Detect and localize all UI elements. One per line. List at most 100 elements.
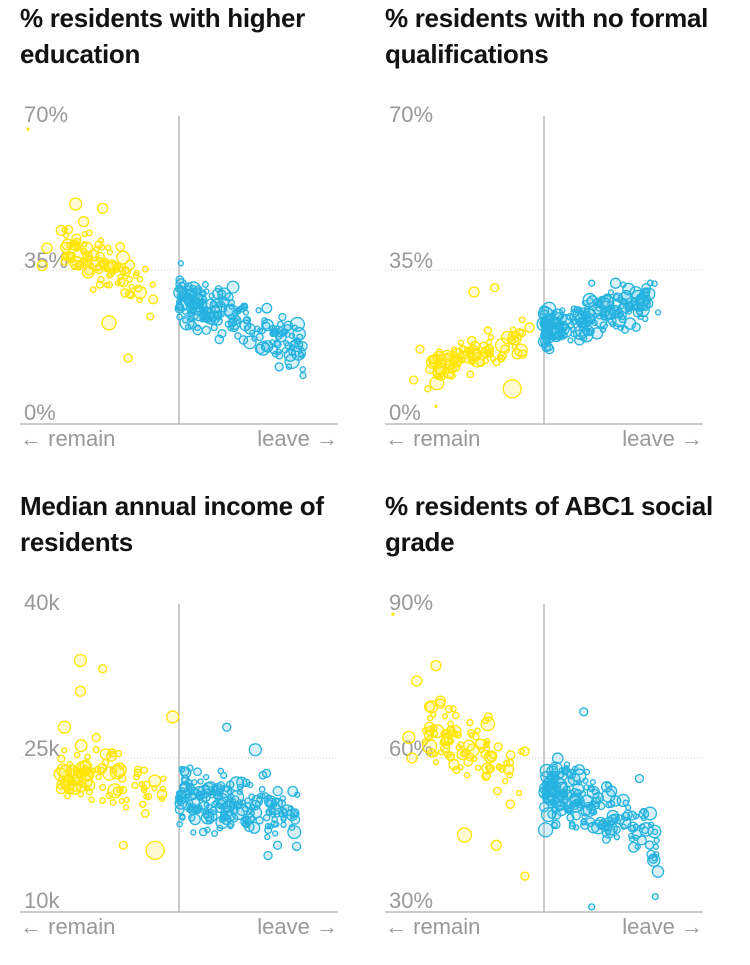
remain-point <box>466 335 477 346</box>
remain-point <box>446 725 456 736</box>
remain-point <box>423 701 436 713</box>
leave-point <box>588 279 596 287</box>
remain-point <box>133 269 140 277</box>
remain-point <box>105 281 113 289</box>
scatter-plot: 70% 35% 0%← remain leave → <box>385 102 703 451</box>
leave-point <box>566 805 573 813</box>
leave-point <box>201 782 215 796</box>
leave-point <box>214 802 225 814</box>
right-arrow: → <box>316 426 338 451</box>
remain-point <box>140 787 148 794</box>
remain-point <box>451 346 458 353</box>
leave-point <box>223 786 230 793</box>
leave-point <box>174 804 185 815</box>
remain-point <box>406 752 418 764</box>
remain-point <box>69 197 83 211</box>
remain-point <box>442 741 451 750</box>
remain-point <box>99 259 109 270</box>
leave-point <box>266 799 274 807</box>
leave-point <box>222 722 232 732</box>
leave-point <box>256 796 263 803</box>
remain-point <box>124 259 136 271</box>
leave-point <box>229 813 239 823</box>
leave-point <box>641 287 651 297</box>
right-arrow: → <box>681 426 703 451</box>
leave-point <box>179 315 195 331</box>
leave-point <box>179 813 186 820</box>
leave-point <box>580 805 591 817</box>
chart-panel-abc1-grade: % residents of ABC1 social grade 90% 60% 3… <box>385 488 725 958</box>
remain-point <box>474 764 482 772</box>
remain-point <box>126 275 133 283</box>
leave-point <box>628 835 636 843</box>
leave-point <box>542 323 549 331</box>
remain-point <box>517 349 528 359</box>
leave-point <box>625 804 632 811</box>
leave-point <box>541 791 550 801</box>
remain-point <box>107 260 117 271</box>
leave-point <box>622 799 629 806</box>
remain-point <box>131 781 139 790</box>
leave-point <box>553 784 560 792</box>
remain-point <box>447 364 457 374</box>
remain-point <box>426 714 434 722</box>
leave-point <box>639 822 654 837</box>
leave-point <box>226 280 240 294</box>
leave-axis-label: leave → <box>257 426 338 451</box>
remain-point <box>95 773 102 781</box>
remain-point <box>498 764 507 773</box>
leave-point <box>581 324 594 337</box>
remain-point <box>66 760 74 768</box>
remain-point <box>74 739 88 753</box>
y-tick-label: 35% <box>389 248 433 273</box>
leave-point <box>261 302 273 314</box>
remain-point <box>116 250 131 265</box>
leave-point <box>219 810 227 818</box>
scatter-plot: 90%60%30%← remain leave → <box>385 590 703 939</box>
remain-point <box>91 732 101 743</box>
leave-point <box>579 310 586 317</box>
leave-point <box>175 795 183 803</box>
leave-point <box>653 837 660 844</box>
leave-axis-label: leave → <box>622 426 703 451</box>
remain-point <box>494 337 510 353</box>
remain-point <box>451 711 460 720</box>
leave-point <box>651 280 658 287</box>
remain-point <box>88 796 95 804</box>
leave-point <box>643 806 658 821</box>
leave-point <box>284 353 300 370</box>
leave-point <box>229 322 239 333</box>
remain-point <box>463 771 471 779</box>
remain-point <box>118 797 125 805</box>
leave-point <box>179 782 193 796</box>
leave-point <box>579 707 589 717</box>
remain-point <box>101 315 117 331</box>
remain-point <box>98 664 108 674</box>
leave-point <box>186 764 194 772</box>
leave-point <box>255 816 264 825</box>
remain-point <box>455 352 466 363</box>
leave-point <box>576 799 586 809</box>
remain-point <box>73 751 81 759</box>
leave-point <box>231 319 238 327</box>
leave-point <box>284 342 292 350</box>
leave-point <box>288 824 296 831</box>
leave-point <box>551 752 564 765</box>
leave-point <box>276 320 284 328</box>
remain-point <box>83 784 91 792</box>
remain-point <box>116 786 124 794</box>
remain-point <box>463 756 474 767</box>
leave-point <box>200 810 215 825</box>
leave-point <box>201 325 211 336</box>
remain-point <box>503 759 511 767</box>
right-arrow: → <box>681 914 703 939</box>
y-tick-label: 90% <box>389 590 433 615</box>
remain-point <box>506 771 514 779</box>
leave-point <box>218 784 232 799</box>
remain-point <box>149 281 156 288</box>
remain-point <box>497 354 506 363</box>
leave-point <box>271 350 279 358</box>
leave-point <box>214 334 225 345</box>
remain-point <box>471 755 478 762</box>
leave-point <box>208 810 215 817</box>
